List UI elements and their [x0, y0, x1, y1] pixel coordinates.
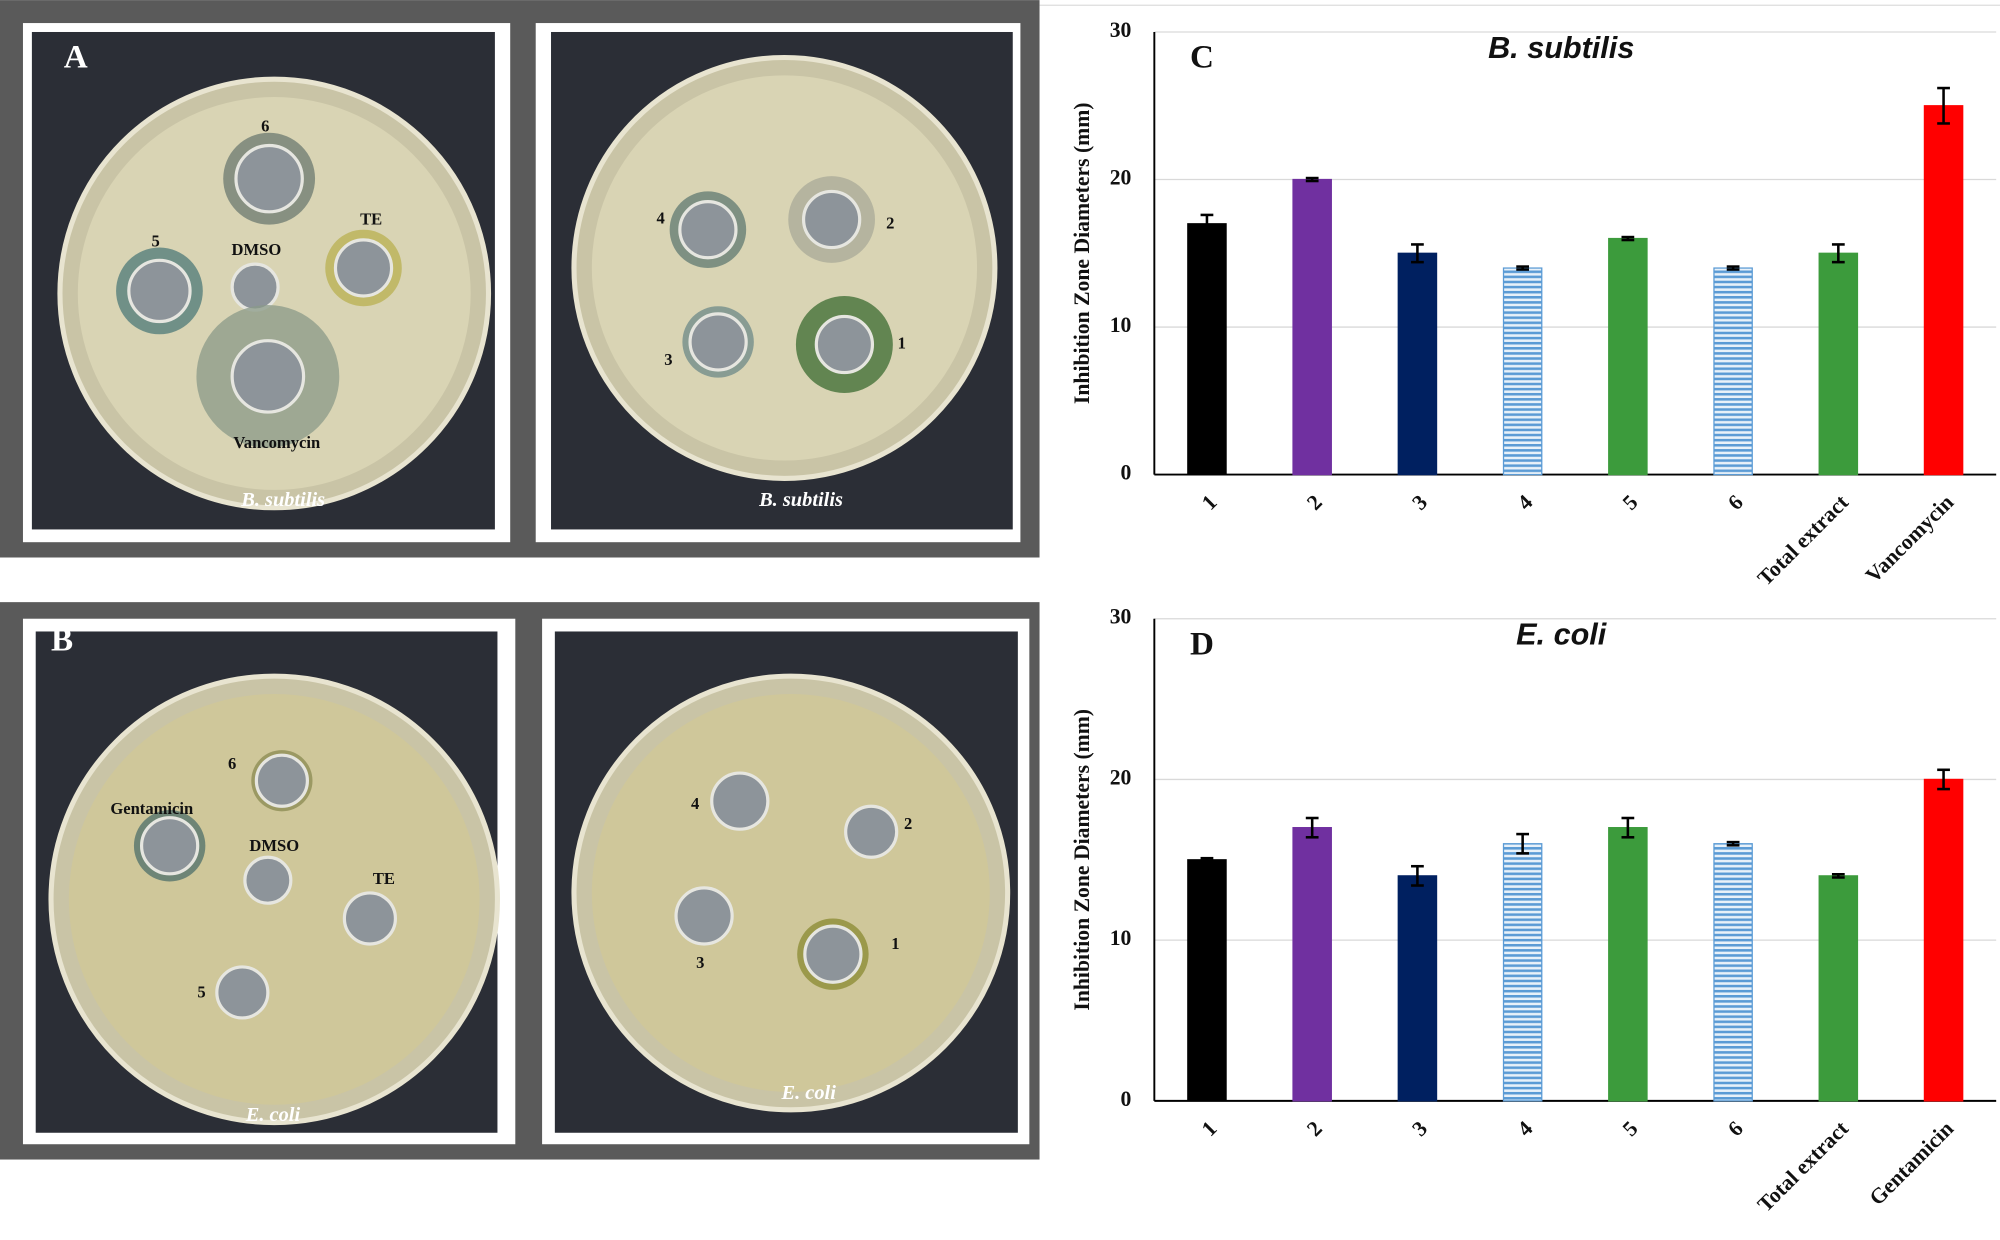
- bar: [1923, 778, 1964, 1102]
- x-tick-label: 4: [1513, 1116, 1538, 1141]
- x-tick-label: 3: [1407, 490, 1432, 515]
- bar: [1397, 252, 1438, 476]
- y-tick-label: 0: [1121, 461, 1132, 485]
- well: [215, 965, 270, 1020]
- bar: [1923, 105, 1964, 476]
- bar: [1292, 178, 1332, 476]
- well-label: Gentamicin: [110, 799, 193, 818]
- chart-title: E. coli: [1516, 618, 1608, 652]
- bar: [1502, 843, 1543, 1102]
- panel-letter: C: [1190, 39, 1214, 76]
- bar: [1608, 827, 1648, 1102]
- well-label: 6: [261, 116, 269, 135]
- y-tick-label: 30: [1110, 18, 1132, 42]
- well-label: DMSO: [249, 836, 299, 855]
- well: [678, 200, 738, 260]
- well: [243, 855, 293, 905]
- y-tick-label: 10: [1110, 313, 1132, 337]
- x-tick-label: 2: [1302, 490, 1327, 515]
- well-label: 1: [898, 333, 906, 352]
- well-label: Vancomycin: [233, 433, 320, 452]
- x-tick-label: Total extract: [1753, 1116, 1854, 1217]
- plate-caption: B. subtilis: [240, 489, 325, 511]
- bar: [1187, 859, 1227, 1102]
- y-tick-label: 30: [1110, 605, 1132, 629]
- well: [127, 258, 192, 324]
- well-label: 4: [691, 794, 699, 813]
- petri-dish-agar: [591, 693, 990, 1092]
- well-label: 4: [657, 208, 665, 227]
- well-label: 3: [696, 953, 704, 972]
- well-label: TE: [373, 869, 395, 888]
- x-tick-label: 2: [1302, 1116, 1327, 1141]
- well: [230, 339, 306, 414]
- x-tick-label: 5: [1618, 1116, 1643, 1141]
- y-tick-label: 20: [1110, 165, 1132, 189]
- well: [139, 816, 200, 876]
- well: [844, 804, 899, 859]
- bar: [1818, 252, 1859, 476]
- x-tick-label: 6: [1723, 490, 1748, 515]
- x-tick-label: 6: [1723, 1116, 1748, 1141]
- panel-letter: D: [1190, 625, 1214, 662]
- well: [234, 143, 304, 214]
- well: [801, 189, 862, 250]
- well: [333, 238, 394, 298]
- well-label: DMSO: [232, 240, 282, 259]
- chart-title: B. subtilis: [1488, 31, 1634, 65]
- x-tick-label: Gentamicin: [1865, 1116, 1959, 1210]
- well: [254, 753, 309, 808]
- plate-caption: B. subtilis: [758, 489, 843, 511]
- well-label: 2: [886, 213, 894, 232]
- well-label: 5: [197, 983, 205, 1002]
- y-axis-label: Inhibition Zone Diameters (mm): [1070, 102, 1094, 404]
- bar: [1502, 267, 1543, 476]
- bar: [1818, 875, 1859, 1102]
- y-tick-label: 10: [1110, 926, 1132, 950]
- x-tick-label: 1: [1197, 1116, 1222, 1141]
- bar: [1713, 267, 1753, 476]
- well: [803, 924, 863, 984]
- well-label: 2: [904, 814, 912, 833]
- bar: [1187, 223, 1227, 476]
- bar: [1397, 875, 1438, 1102]
- y-tick-label: 20: [1110, 765, 1132, 789]
- well: [814, 314, 875, 375]
- y-tick-label: 0: [1121, 1087, 1132, 1111]
- x-tick-label: 5: [1618, 490, 1643, 515]
- well-label: 5: [151, 231, 159, 250]
- petri-dish-agar: [591, 75, 978, 461]
- y-axis-label: Inhibition Zone Diameters (mm): [1070, 709, 1094, 1011]
- well: [230, 262, 280, 312]
- bar: [1713, 843, 1753, 1102]
- x-tick-label: Total extract: [1753, 490, 1854, 591]
- plate-caption: E. coli: [780, 1082, 836, 1104]
- bar: [1608, 237, 1648, 476]
- x-tick-label: 3: [1407, 1116, 1432, 1141]
- well: [710, 771, 770, 831]
- well: [342, 891, 398, 946]
- panel-letter: B: [51, 622, 73, 659]
- x-tick-label: 4: [1513, 490, 1538, 515]
- well-label: 6: [228, 754, 236, 773]
- x-tick-label: 1: [1197, 490, 1222, 515]
- panel-letter: A: [64, 39, 88, 76]
- well-label: 3: [664, 350, 672, 369]
- well: [674, 886, 734, 946]
- bar: [1292, 827, 1332, 1102]
- well-label: TE: [360, 210, 382, 229]
- well-label: 1: [891, 934, 899, 953]
- plate-caption: E. coli: [245, 1104, 301, 1126]
- x-tick-label: Vancomycin: [1861, 490, 1958, 587]
- well: [688, 312, 748, 372]
